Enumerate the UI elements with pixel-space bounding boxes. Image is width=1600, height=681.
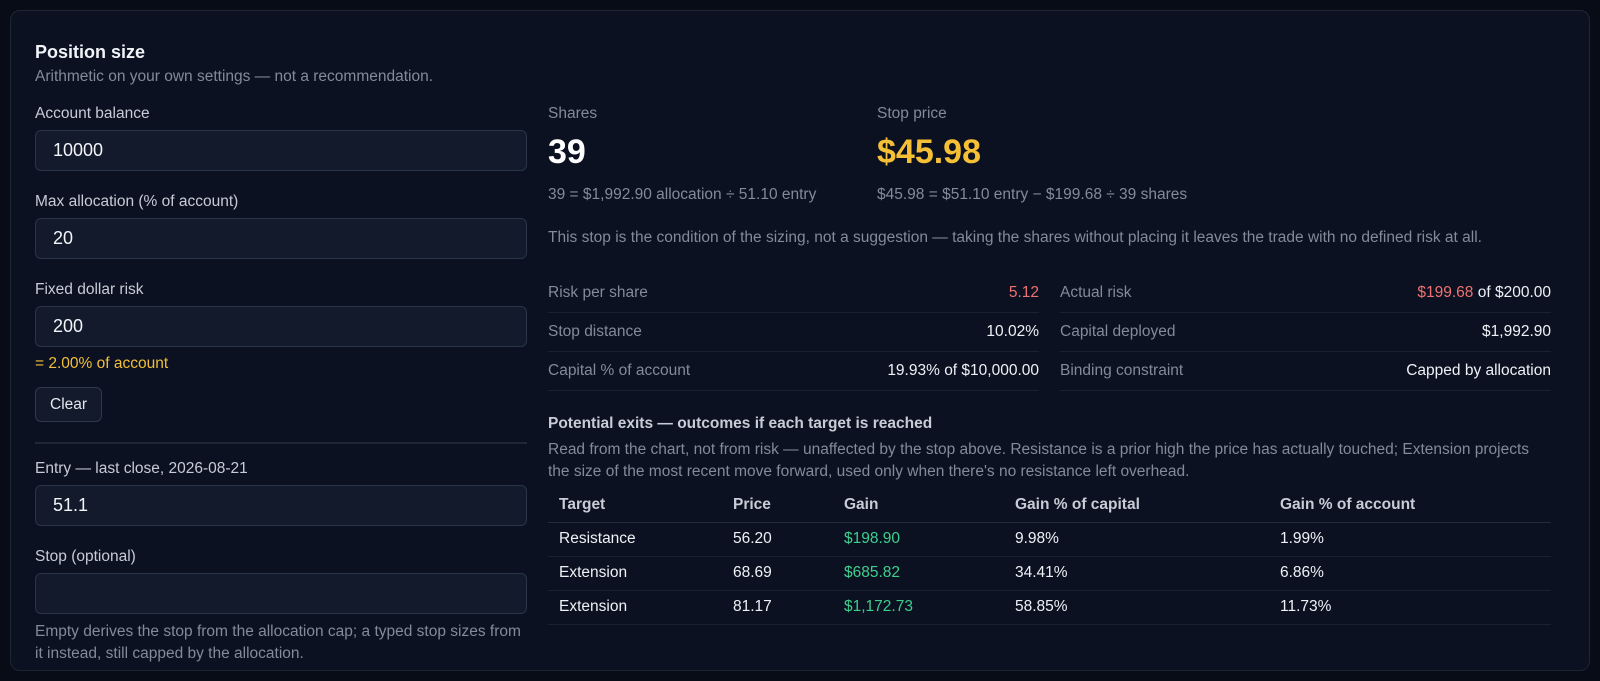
target-cell: Extension <box>548 556 722 591</box>
binding-constraint-row: Binding constraint Capped by allocation <box>1060 352 1551 391</box>
metric-label: Binding constraint <box>1060 362 1184 379</box>
shares-formula: 39 = $1,992.90 allocation ÷ 51.10 entry <box>548 186 817 203</box>
fixed-risk-input[interactable] <box>35 306 527 347</box>
account-balance-label: Account balance <box>35 105 150 122</box>
gain-account-cell: 6.86% <box>1269 556 1551 591</box>
position-size-panel: Position size Arithmetic on your own set… <box>10 10 1590 671</box>
exits-table: Target Price Gain Gain % of capital Gain… <box>548 489 1551 625</box>
form-divider <box>35 442 527 444</box>
column-header: Gain <box>833 489 1004 523</box>
panel-subtitle: Arithmetic on your own settings — not a … <box>35 68 434 85</box>
table-row: Extension 81.17 $1,172.73 58.85% 11.73% <box>548 590 1551 625</box>
risk-per-share-row: Risk per share 5.12 <box>548 274 1039 313</box>
stop-price-label: Stop price <box>877 105 947 122</box>
actual-risk-amount: $199.68 <box>1417 284 1474 301</box>
headline-stats: Shares 39 39 = $1,992.90 allocation ÷ 51… <box>548 105 1551 204</box>
metric-label: Capital % of account <box>548 362 691 379</box>
gain-cell: $1,172.73 <box>833 590 1004 625</box>
column-header: Target <box>548 489 722 523</box>
entry-label: Entry — last close, 2026-08-21 <box>35 460 248 477</box>
stop-help-text: Empty derives the stop from the allocati… <box>35 623 521 662</box>
metric-value: 19.93% of $10,000.00 <box>887 362 1039 379</box>
gain-cell: $685.82 <box>833 556 1004 591</box>
stop-input[interactable] <box>35 573 527 614</box>
gain-capital-cell: 9.98% <box>1004 522 1269 557</box>
gain-capital-cell: 34.41% <box>1004 556 1269 591</box>
capital-pct-row: Capital % of account 19.93% of $10,000.0… <box>548 352 1039 391</box>
stop-price-formula: $45.98 = $51.10 entry − $199.68 ÷ 39 sha… <box>877 186 1188 203</box>
shares-value: 39 <box>548 133 586 171</box>
price-cell: 81.17 <box>722 590 833 625</box>
stop-group: Stop (optional) Empty derives the stop f… <box>35 548 527 665</box>
settings-form: Account balance Max allocation (% of acc… <box>35 105 527 665</box>
fixed-risk-group: Fixed dollar risk = 2.00% of account <box>35 281 527 373</box>
shares-stat: Shares 39 39 = $1,992.90 allocation ÷ 51… <box>548 105 877 204</box>
metric-value: 5.12 <box>1008 284 1039 301</box>
table-row: Extension 68.69 $685.82 34.41% 6.86% <box>548 556 1551 591</box>
risk-percent-note: = 2.00% of account <box>35 355 169 372</box>
column-header: Gain % of capital <box>1004 489 1269 523</box>
gain-cell: $198.90 <box>833 522 1004 557</box>
metric-value: $1,992.90 <box>1482 323 1551 340</box>
metric-label: Capital deployed <box>1060 323 1176 340</box>
metric-label: Stop distance <box>548 323 642 340</box>
column-header: Price <box>722 489 833 523</box>
target-cell: Resistance <box>548 522 722 557</box>
max-allocation-group: Max allocation (% of account) <box>35 193 527 259</box>
stop-price-value: $45.98 <box>877 133 981 171</box>
target-cell: Extension <box>548 590 722 625</box>
actual-risk-limit: of $200.00 <box>1473 284 1551 301</box>
price-cell: 68.69 <box>722 556 833 591</box>
gain-account-cell: 1.99% <box>1269 522 1551 557</box>
stop-distance-row: Stop distance 10.02% <box>548 313 1039 352</box>
shares-label: Shares <box>548 105 598 122</box>
account-balance-input[interactable] <box>35 130 527 171</box>
fixed-risk-label: Fixed dollar risk <box>35 281 144 298</box>
metric-value: $199.68 of $200.00 <box>1417 284 1551 302</box>
capital-deployed-row: Capital deployed $1,992.90 <box>1060 313 1551 352</box>
gain-capital-cell: 58.85% <box>1004 590 1269 625</box>
price-cell: 56.20 <box>722 522 833 557</box>
metric-value: 10.02% <box>986 323 1039 340</box>
stop-price-stat: Stop price $45.98 $45.98 = $51.10 entry … <box>877 105 1206 204</box>
metric-label: Risk per share <box>548 284 648 301</box>
metric-label: Actual risk <box>1060 284 1132 301</box>
entry-group: Entry — last close, 2026-08-21 <box>35 460 527 526</box>
max-allocation-label: Max allocation (% of account) <box>35 193 239 210</box>
gain-account-cell: 11.73% <box>1269 590 1551 625</box>
panel-title: Position size <box>35 42 146 62</box>
column-header: Gain % of account <box>1269 489 1551 523</box>
metric-value: Capped by allocation <box>1406 362 1551 379</box>
clear-button[interactable]: Clear <box>35 387 103 422</box>
exits-title: Potential exits — outcomes if each targe… <box>548 415 933 432</box>
account-balance-group: Account balance <box>35 105 527 171</box>
stop-label: Stop (optional) <box>35 548 136 565</box>
results-section: Shares 39 39 = $1,992.90 allocation ÷ 51… <box>548 105 1551 625</box>
metrics-grid: Risk per share 5.12 Actual risk $199.68 … <box>548 274 1551 391</box>
max-allocation-input[interactable] <box>35 218 527 259</box>
entry-input[interactable] <box>35 485 527 526</box>
actual-risk-row: Actual risk $199.68 of $200.00 <box>1060 274 1551 313</box>
table-row: Resistance 56.20 $198.90 9.98% 1.99% <box>548 522 1551 557</box>
exits-description: Read from the chart, not from risk — una… <box>548 441 1530 480</box>
table-header-row: Target Price Gain Gain % of capital Gain… <box>548 489 1551 523</box>
stop-warning: This stop is the condition of the sizing… <box>548 229 1482 246</box>
